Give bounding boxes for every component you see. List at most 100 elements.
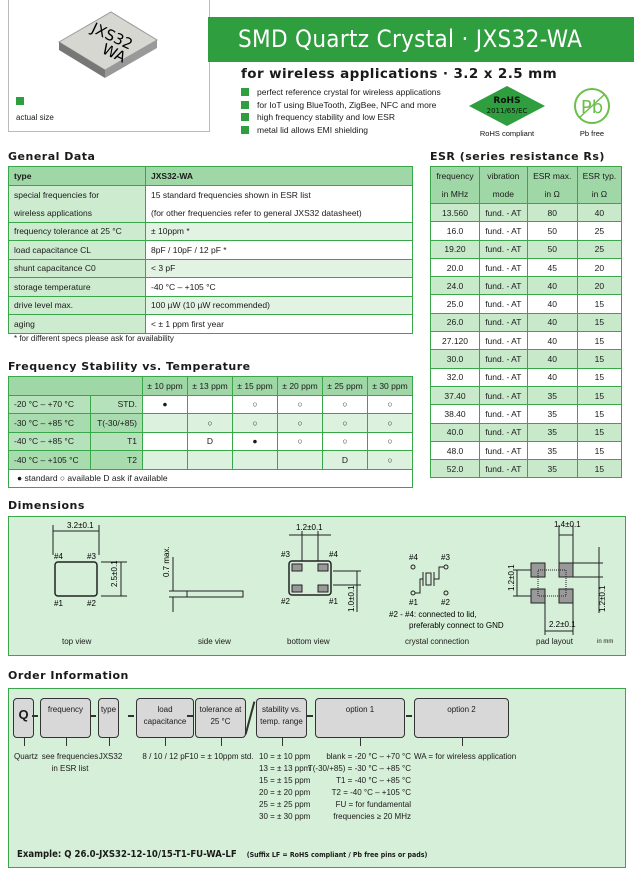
value-cell: 100 µW (10 µW recommended) <box>145 295 413 315</box>
connector-line <box>108 738 110 746</box>
availability-cell <box>142 450 188 470</box>
order-info-panel: Example: Q 26.0-JXS32-12-10/15-T1-FU-WA-… <box>8 688 626 868</box>
description-line: 30 = ± 30 ppm <box>259 812 311 821</box>
header-cell: JXS32-WA <box>145 166 413 186</box>
example-suffix: (Suffix LF = RoHS compliant / Pb free pi… <box>246 851 428 859</box>
dimensions-heading: Dimensions <box>8 499 85 512</box>
feature-item: for IoT using BlueTooth, ZigBee, NFC and… <box>241 99 441 112</box>
general-data-heading: General Data <box>8 150 96 163</box>
table-row: 32.0 fund. - AT 40 15 <box>429 367 623 387</box>
feature-text: metal lid allows EMI shielding <box>257 124 369 135</box>
value-cell: < 3 pF <box>145 258 413 278</box>
esr-typ-cell: 15 <box>576 385 623 406</box>
pad-layout-drawing <box>513 525 603 635</box>
order-field-description: 8 / 10 / 12 pF <box>131 751 201 763</box>
esr-typ-cell: 15 <box>576 331 623 351</box>
mode-cell: fund. - AT <box>479 404 528 424</box>
feature-list: perfect reference crystal for wireless a… <box>241 86 441 136</box>
esr-column-header: vibration mode <box>479 166 528 204</box>
mode-cell: fund. - AT <box>479 294 528 314</box>
esr-max-cell: 50 <box>526 221 578 241</box>
table-row: 52.0 fund. - AT 35 15 <box>429 459 623 479</box>
mode-cell: fund. - AT <box>479 331 528 351</box>
stability-column-header: ± 20 ppm <box>277 376 323 396</box>
crystal-photo: JXS32 WA <box>58 11 158 78</box>
header-line: vibration <box>487 171 520 181</box>
order-field-box: stability vs. temp. range <box>256 698 307 738</box>
esr-max-cell: 50 <box>526 239 578 259</box>
stability-column-header: ± 15 ppm <box>232 376 278 396</box>
availability-cell: ○ <box>367 394 413 414</box>
esr-max-cell: 40 <box>526 331 578 351</box>
order-field-description: 10 = ± 10 ppm 13 = ± 13 ppm 15 = ± 15 ppm 2… <box>259 751 311 823</box>
header-cell: type <box>8 166 146 186</box>
availability-cell <box>142 413 188 433</box>
order-field-box: option 2 <box>414 698 509 738</box>
dim-pad-height-label: 1.2±0.1 <box>598 585 607 612</box>
dim-pad-width-label: 1.4±0.1 <box>554 520 581 529</box>
table-header-row: type JXS32-WA <box>8 166 413 186</box>
dim-pad-span-label: 2.2±0.1 <box>549 620 576 629</box>
esr-max-cell: 40 <box>526 276 578 296</box>
esr-typ-cell: 15 <box>576 312 623 333</box>
description-line: 10 = ± 10 ppm <box>259 752 311 761</box>
esr-max-cell: 40 <box>526 294 578 314</box>
stability-column-header: ± 25 ppm <box>322 376 368 396</box>
header-unit: in MHz <box>441 189 469 199</box>
esr-max-cell: 35 <box>526 440 578 461</box>
feature-item: high frequency stability and low ESR <box>241 111 441 124</box>
table-header-row: ± 10 ppm ± 13 ppm ± 15 ppm ± 20 ppm ± 25 ppm… <box>8 376 413 396</box>
frequency-cell: 38.40 <box>429 404 481 424</box>
availability-cell <box>187 450 233 470</box>
frequency-stability-table: ± 10 ppm ± 13 ppm ± 15 ppm ± 20 ppm ± 25 ppm… <box>8 376 413 488</box>
mode-cell: fund. - AT <box>479 239 528 259</box>
description-line: blank = -20 °C – +70 °C <box>326 752 411 761</box>
order-field-description: see frequencies in ESR list <box>40 751 100 775</box>
frequency-cell: 40.0 <box>429 422 481 442</box>
dim-thickness-label: 0.7 max. <box>162 546 171 577</box>
dimensions-panel: 3.2±0.1 2.5±0.1 #4 #3 #1 #2 0.7 max. 1.2… <box>8 516 626 656</box>
esr-max-cell: 80 <box>526 202 578 223</box>
separator-dash <box>187 715 193 717</box>
connector-line <box>165 738 166 746</box>
description-line: FU = for fundamental <box>335 800 411 809</box>
esr-heading: ESR (series resistance Rs) <box>430 150 605 163</box>
separator-dash <box>406 715 412 717</box>
bullet-icon <box>241 100 249 109</box>
esr-typ-cell: 15 <box>576 459 623 479</box>
esr-typ-cell: 15 <box>576 440 623 461</box>
pb-symbol: Pb <box>581 97 603 118</box>
range-code: STD. <box>90 394 143 414</box>
parameter-cell: aging <box>8 314 146 334</box>
table-row: 25.0 fund. - AT 40 15 <box>429 294 623 314</box>
table-row: frequency tolerance at 25 °C ± 10ppm * <box>8 221 413 241</box>
dim-height-label: 2.5±0.1 <box>110 560 119 587</box>
general-data-footnote: * for different specs please ask for ava… <box>14 334 174 343</box>
dim-pad-height-label: 1.2±0.1 <box>507 564 516 591</box>
parameter-cell: wireless applications <box>8 203 146 222</box>
availability-cell: ● <box>232 431 278 451</box>
table-row: 37.40 fund. - AT 35 15 <box>429 385 623 406</box>
parameter-cell: shunt capacitance C0 <box>8 258 146 278</box>
table-row: storage temperature -40 °C – +105 °C <box>8 277 413 297</box>
top-view-drawing <box>52 525 127 597</box>
pin-label: #2 <box>87 599 96 608</box>
caption-pad-layout: pad layout <box>536 637 573 646</box>
connector-line <box>360 738 361 746</box>
table-row: 13.560 fund. - AT 80 40 <box>429 202 623 223</box>
description-line: 25 = ± 25 ppm <box>259 800 311 809</box>
pin-label: #4 <box>329 550 338 559</box>
value-cell: (for other frequencies refer to general … <box>145 203 413 222</box>
parameter-cell: load capacitance CL <box>8 240 146 260</box>
frequency-cell: 19.20 <box>429 239 481 259</box>
table-row: shunt capacitance C0 < 3 pF <box>8 258 413 278</box>
esr-max-cell: 35 <box>526 385 578 406</box>
order-field-description: WA = for wireless application <box>414 751 516 763</box>
esr-typ-cell: 40 <box>576 202 623 223</box>
order-field-box: load capacitance <box>136 698 194 738</box>
order-field-description: 10 = ± 10ppm std. <box>189 751 254 763</box>
esr-column-header: frequency in MHz <box>429 166 481 204</box>
availability-cell: ○ <box>322 431 368 451</box>
pin-label: #1 <box>54 599 63 608</box>
esr-table: frequency in MHz vibration mode ESR max. in Ω… <box>429 166 623 479</box>
